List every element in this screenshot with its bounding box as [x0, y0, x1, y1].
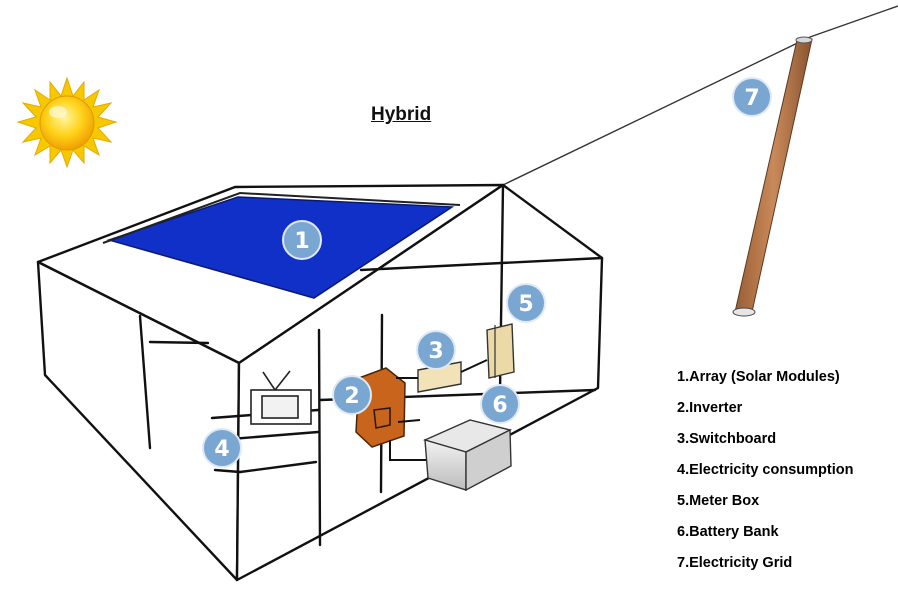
badge-4: 4	[202, 428, 242, 468]
badge-6: 6	[480, 384, 520, 424]
tv-appliance	[250, 370, 312, 425]
legend-item-switchboard: 3.Switchboard	[677, 431, 777, 447]
legend-item-inverter: 2.Inverter	[677, 400, 743, 416]
legend-item-battery-bank: 6.Battery Bank	[677, 524, 779, 540]
svg-text:7: 7	[744, 86, 759, 111]
legend-item-consumption: 4.Electricity consumption	[677, 462, 854, 478]
svg-text:5: 5	[518, 292, 533, 317]
svg-text:2: 2	[344, 384, 359, 409]
svg-text:6: 6	[492, 393, 507, 418]
legend-item-array: 1.Array (Solar Modules)	[677, 369, 840, 385]
legend: 1.Array (Solar Modules) 2.Inverter 3.Swi…	[677, 367, 892, 584]
diagram-title: Hybrid	[371, 104, 432, 125]
svg-text:3: 3	[428, 339, 443, 364]
svg-text:4: 4	[214, 437, 229, 462]
badge-7: 7	[732, 77, 772, 117]
badge-2: 2	[332, 375, 372, 415]
legend-item-grid: 7.Electricity Grid	[677, 555, 793, 571]
solar-panel-array	[102, 191, 461, 299]
sun-icon	[16, 76, 118, 169]
meter-box	[486, 323, 515, 379]
wiring	[389, 359, 488, 461]
badge-3: 3	[416, 330, 456, 370]
grid-wire	[502, 5, 898, 186]
battery-bank	[422, 419, 513, 492]
badge-5: 5	[506, 283, 546, 323]
svg-text:1: 1	[294, 229, 309, 254]
legend-item-meter-box: 5.Meter Box	[677, 493, 760, 509]
electricity-pole	[732, 36, 813, 317]
badge-1: 1	[282, 220, 322, 260]
